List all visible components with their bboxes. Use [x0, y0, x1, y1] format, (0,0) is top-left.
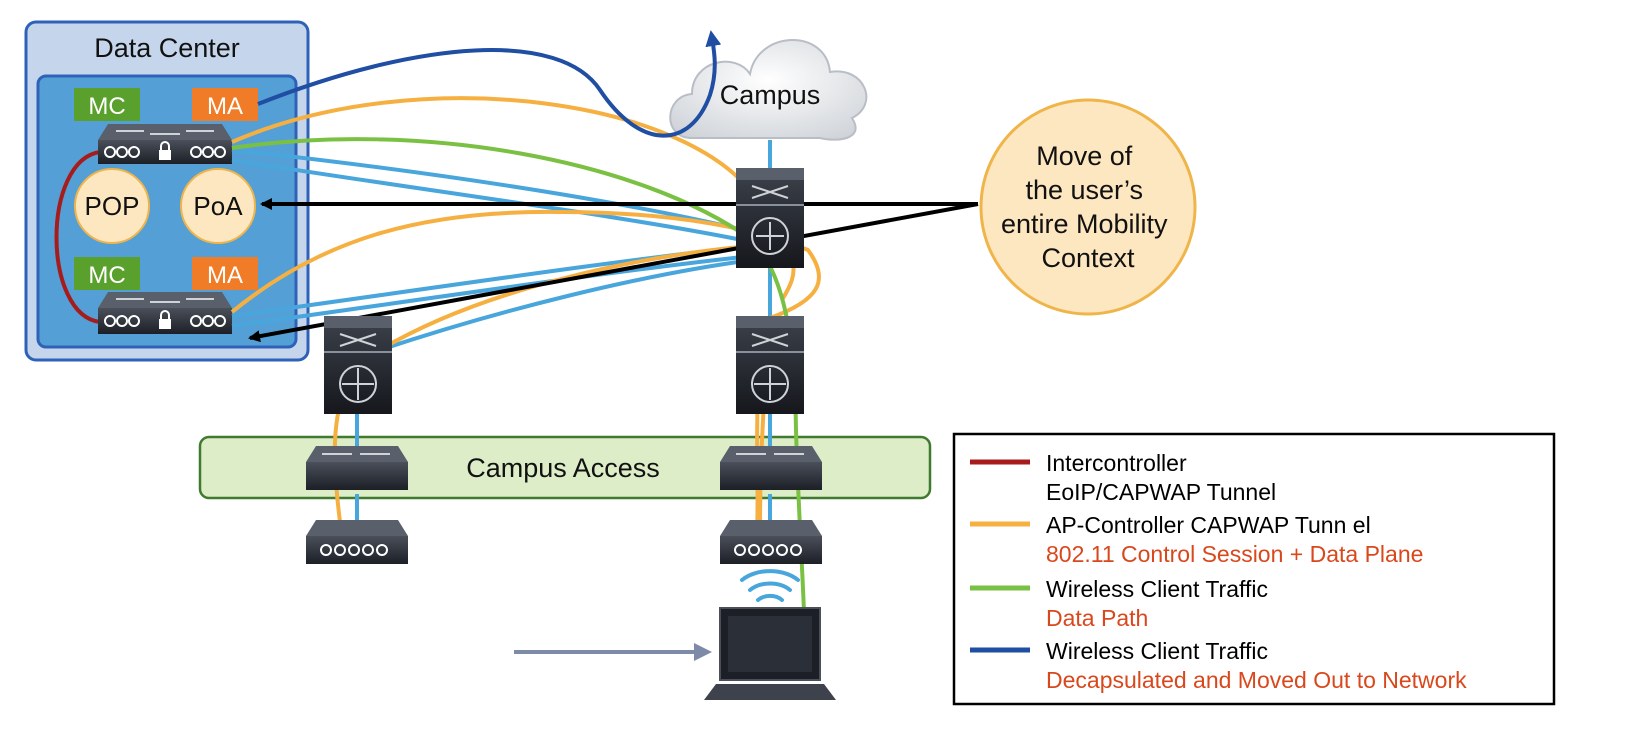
- mobility-context-callout: Move of the user’s entire Mobility Conte…: [979, 98, 1197, 316]
- legend: Intercontroller EoIP/CAPWAP Tunnel AP-Co…: [952, 432, 1556, 706]
- legend-item-capwap: AP-Controller CAPWAP Tunn el 802.11 Cont…: [970, 512, 1423, 567]
- legend-item-intercontroller: Intercontroller EoIP/CAPWAP Tunnel: [970, 450, 1276, 505]
- intercontroller-tunnel: [54, 150, 101, 324]
- access-point-left-icon: [306, 520, 408, 564]
- cloud-label: Campus: [720, 80, 821, 110]
- callout-line-4: Context: [1041, 243, 1135, 273]
- legend-line1: Wireless Client Traffic: [1046, 576, 1268, 602]
- campus-access-label: Campus Access: [466, 453, 660, 483]
- callout-line-2: the user’s: [1025, 175, 1143, 205]
- mc-label: MC: [88, 262, 125, 289]
- access-point-right-icon: [720, 520, 822, 564]
- legend-line1: AP-Controller CAPWAP Tunn el: [1046, 512, 1371, 538]
- access-switch-right-icon: [720, 446, 822, 490]
- legend-line2: Decapsulated and Moved Out to Network: [1046, 667, 1467, 693]
- legend-line2: Data Path: [1046, 605, 1148, 631]
- mc-badge: [74, 88, 140, 121]
- campus-cloud: Campus: [669, 39, 868, 141]
- legend-line1: Wireless Client Traffic: [1046, 638, 1268, 664]
- ma-label: MA: [207, 93, 243, 120]
- ma-label: MA: [207, 262, 243, 289]
- mobility-context-arrows: [248, 198, 979, 343]
- callout-line-3: entire Mobility: [1001, 209, 1168, 239]
- data-center-title: Data Center: [94, 33, 240, 63]
- ma-badge: [192, 88, 258, 121]
- poa-label: PoA: [193, 191, 243, 221]
- legend-line2: EoIP/CAPWAP Tunnel: [1046, 479, 1276, 505]
- legend-item-client-traffic: Wireless Client Traffic Data Path: [970, 576, 1268, 631]
- wifi-signal-icon: [740, 569, 800, 602]
- legend-box: [952, 432, 1556, 706]
- legend-line2: 802.11 Control Session + Data Plane: [1046, 541, 1423, 567]
- poa-circle: PoA: [180, 168, 256, 244]
- laptop-icon: [704, 607, 836, 700]
- mc-badge: [74, 257, 140, 290]
- svg-text:Move of the user’s: Move of the user’s entire Mobility Conte…: [1001, 141, 1175, 273]
- pop-circle: POP: [74, 168, 150, 244]
- callout-line-1: Move of: [1036, 141, 1133, 171]
- legend-line1: Intercontroller: [1046, 450, 1187, 476]
- access-switch-left-icon: [306, 446, 408, 490]
- controller-1: MC MA: [74, 88, 258, 164]
- distribution-switch-right-icon: [736, 316, 804, 414]
- wlc-device-icon: [98, 124, 232, 164]
- pop-label: POP: [85, 191, 140, 221]
- wlc-device-icon: [98, 292, 232, 334]
- ma-badge: [192, 257, 258, 290]
- decap-traffic-arrow: [257, 30, 722, 138]
- controller-2: MC MA: [74, 257, 258, 334]
- mc-label: MC: [88, 93, 125, 120]
- distribution-switch-left-icon: [324, 316, 392, 414]
- core-switch-icon: [736, 168, 804, 268]
- legend-item-decap-traffic: Wireless Client Traffic Decapsulated and…: [970, 638, 1467, 693]
